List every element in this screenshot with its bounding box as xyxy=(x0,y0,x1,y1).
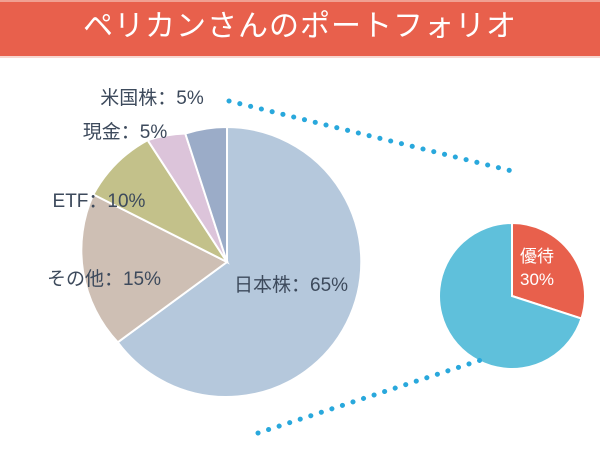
pie-slice-etf[interactable] xyxy=(91,138,230,265)
pie-slice-benefit-rest[interactable] xyxy=(438,221,583,370)
benefit-pie xyxy=(438,221,586,370)
label-other: その他：15% xyxy=(47,268,161,290)
title-banner: ペリカンさんのポートフォリオ xyxy=(0,0,600,56)
banner-bottom-accent-line xyxy=(0,56,600,58)
pie-charts-svg: 米国株：5% 現金：5% ETF：10% その他：15% 日本株：65% 優待 … xyxy=(47,87,586,436)
callout-connectors xyxy=(226,98,515,436)
label-benefit-value: 30% xyxy=(520,270,554,289)
label-etf: ETF：10% xyxy=(53,191,146,212)
page-title: ペリカンさんのポートフォリオ xyxy=(83,10,517,43)
banner-top-accent-line xyxy=(0,0,600,2)
label-japan-stocks: 日本株：65% xyxy=(234,274,348,296)
label-cash: 現金：5% xyxy=(83,121,168,143)
label-us-stocks: 米国株：5% xyxy=(100,87,204,109)
label-benefit-name: 優待 xyxy=(520,247,554,266)
pie-slice-us-stocks[interactable] xyxy=(184,125,228,263)
chart-canvas: 米国株：5% 現金：5% ETF：10% その他：15% 日本株：65% 優待 … xyxy=(0,58,600,449)
pie-slice-benefit[interactable] xyxy=(511,221,586,320)
pie-slice-other[interactable] xyxy=(80,193,229,344)
main-pie xyxy=(80,125,363,398)
callout-line-bottom xyxy=(255,355,490,436)
callout-line-top xyxy=(226,98,515,174)
pie-slice-japan-stocks[interactable] xyxy=(116,125,363,398)
